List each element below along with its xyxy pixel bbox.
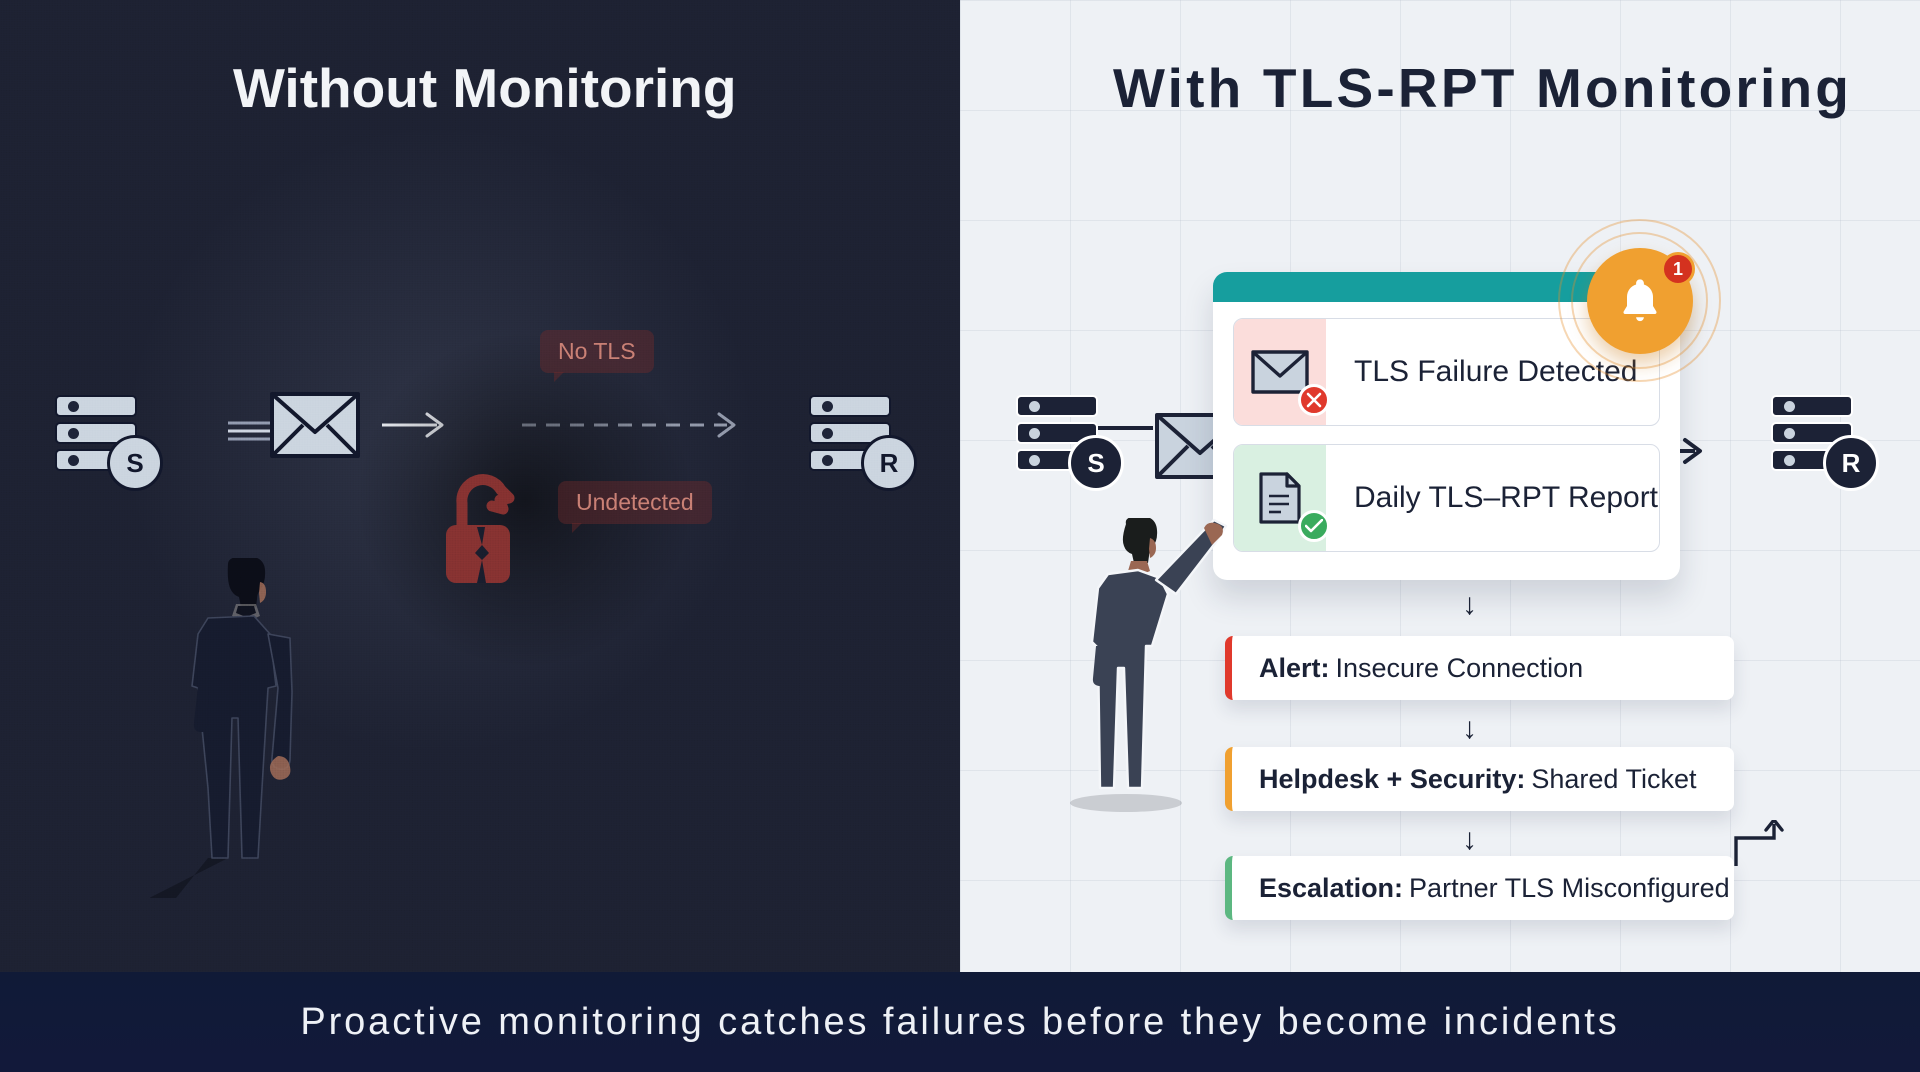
svg-text:↓: ↓ (1462, 823, 1477, 856)
svg-text:↓: ↓ (1462, 712, 1477, 745)
svg-text:↓: ↓ (1462, 588, 1477, 621)
